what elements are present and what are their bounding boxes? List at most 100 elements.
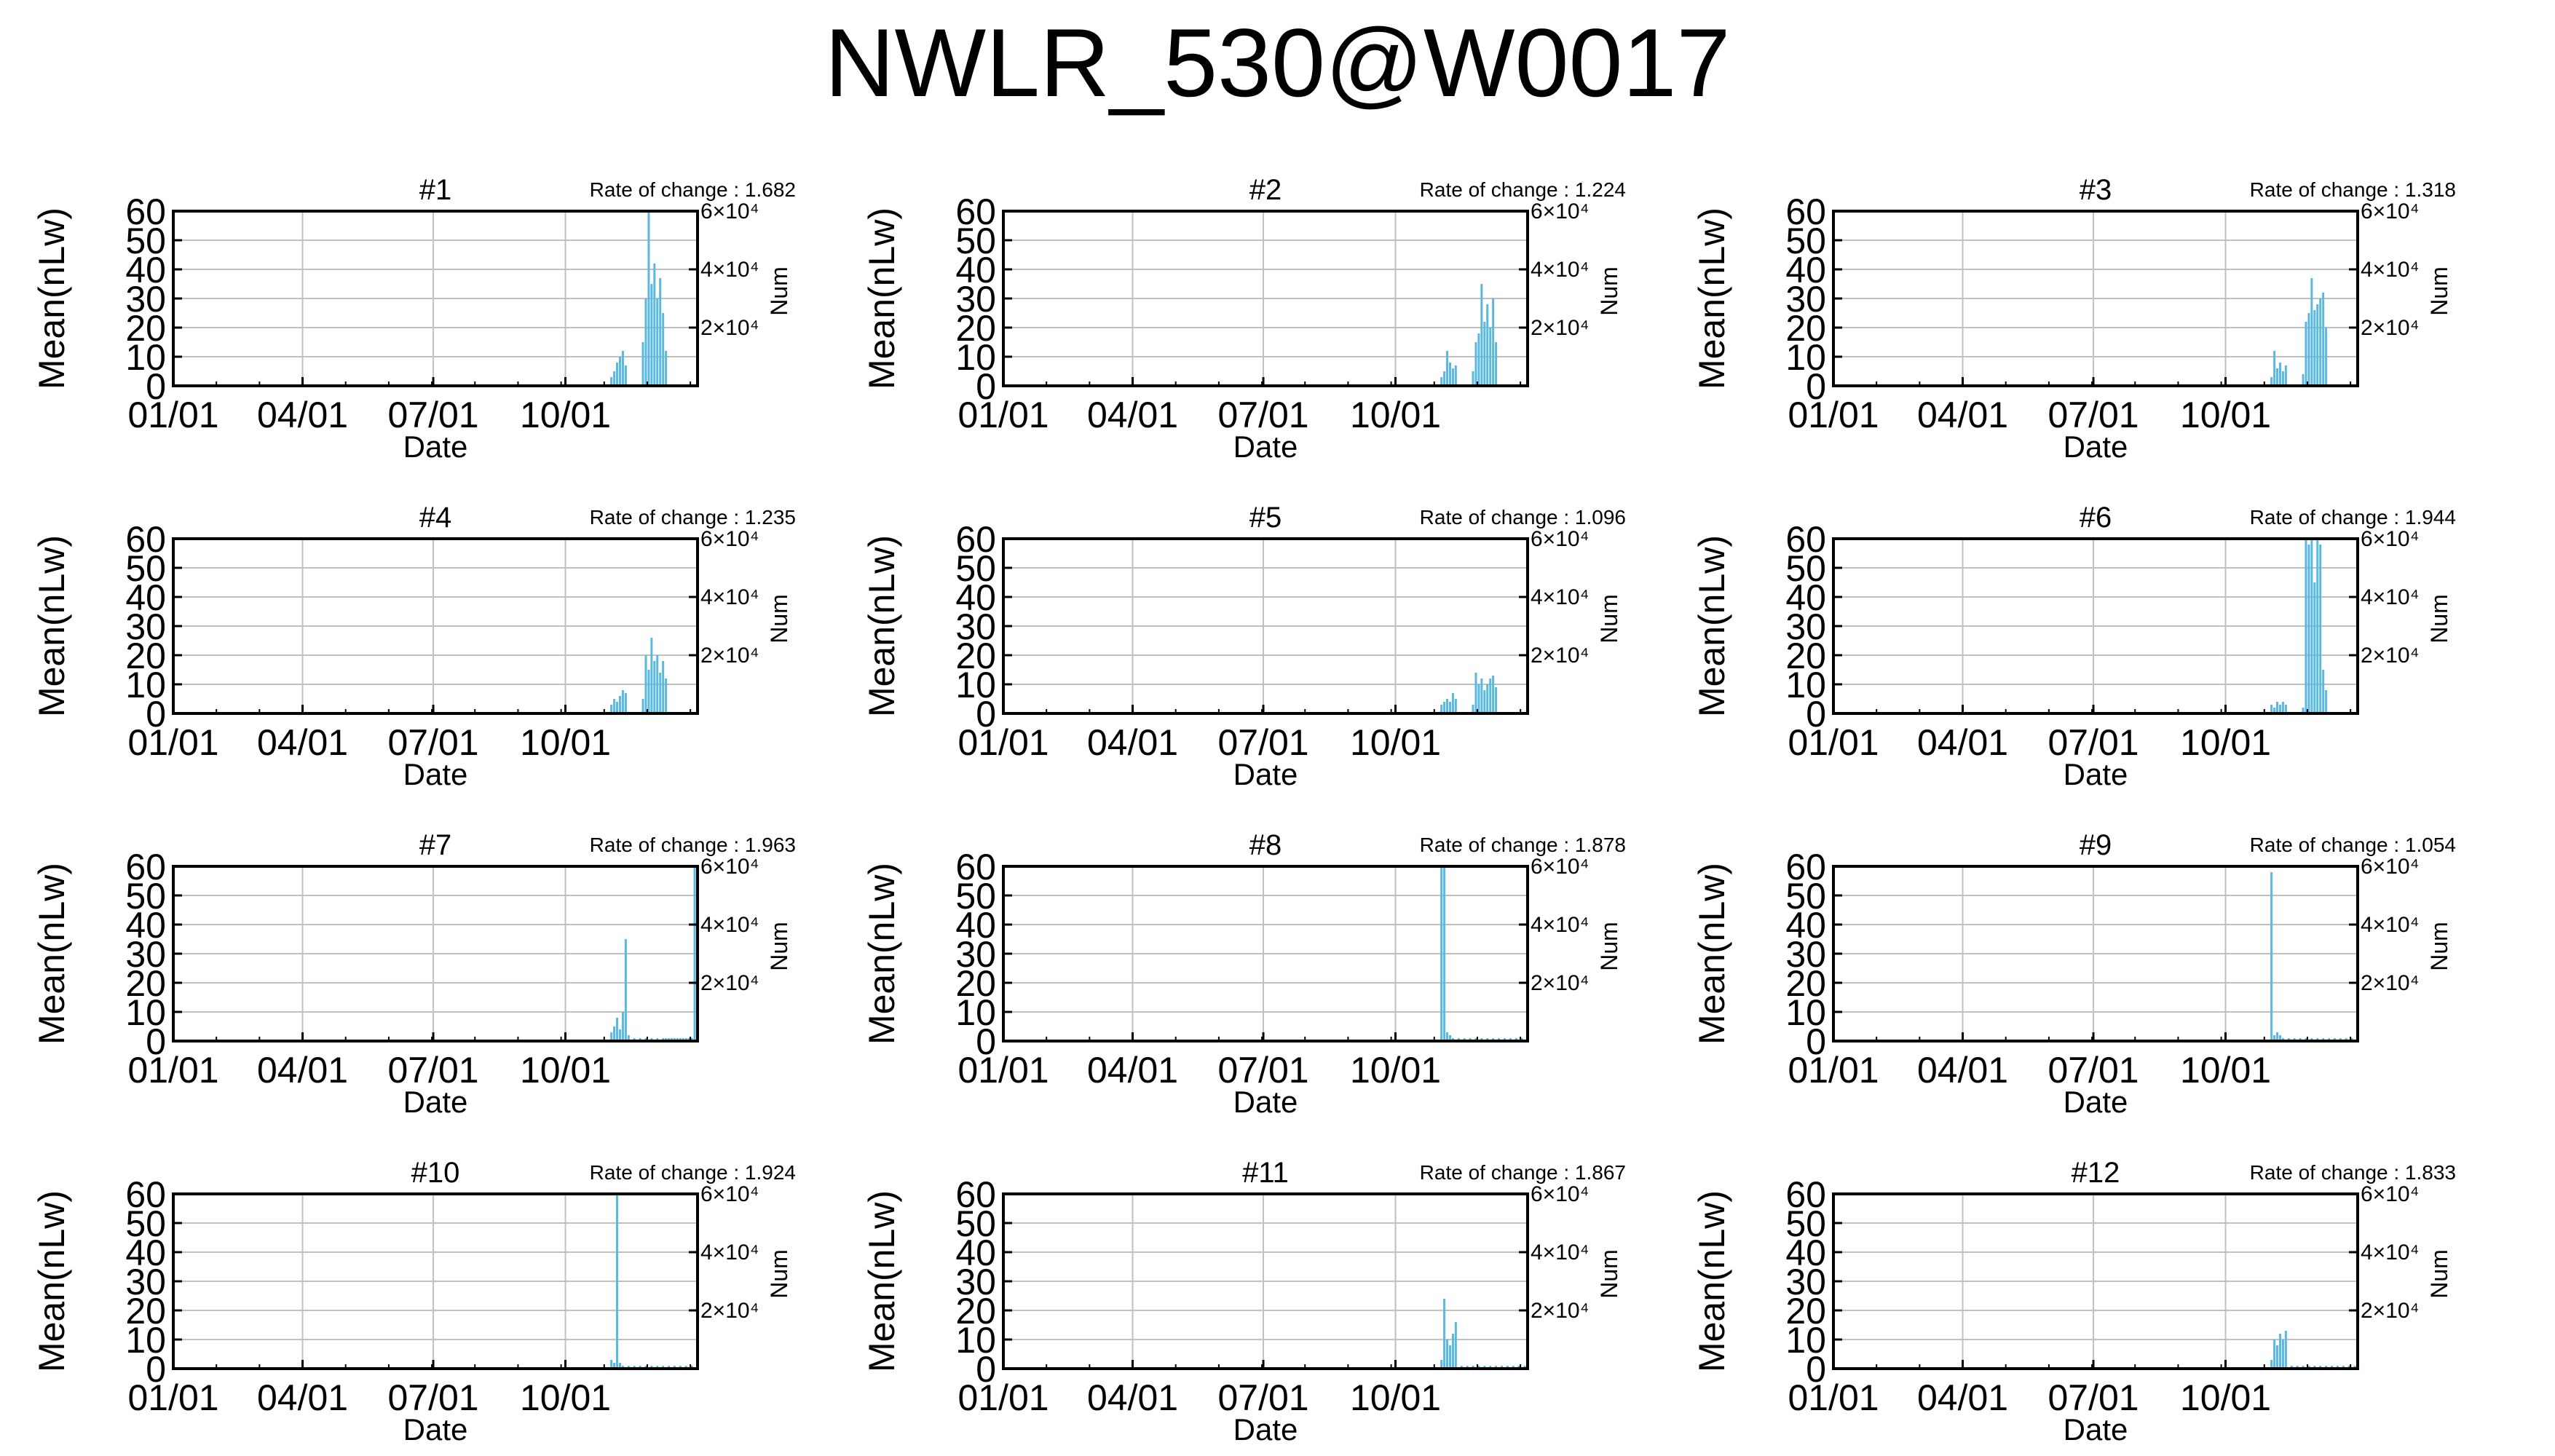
chart-4-rate-of-change: Rate of change : 1.235 [590,506,796,529]
chart-8-x-tick-label: 01/01 [957,1050,1049,1091]
chart-1-y2-tick-label: 4×10⁴ [700,258,759,282]
chart-6-bar [2313,582,2316,713]
chart-5-y-tick-label: 20 [955,636,996,676]
chart-9-y2-axis-label: Num [2426,922,2452,971]
chart-12-bar [2278,1334,2281,1369]
chart-11-y-tick-label: 40 [955,1233,996,1273]
chart-7-rate-of-change: Rate of change : 1.963 [590,834,796,856]
chart-5-bar [1489,678,1492,713]
chart-5-bar [1483,690,1486,713]
chart-11-rate-of-change: Rate of change : 1.867 [1420,1161,1626,1184]
chart-4-y-tick-label: 10 [125,665,166,705]
chart-3-bar [2313,310,2316,386]
chart-5-x-tick-label: 10/01 [1350,722,1441,763]
chart-8-x-tick-label: 07/01 [1217,1050,1308,1091]
chart-4-bar [610,705,613,713]
chart-5-y-tick-label: 50 [955,548,996,589]
chart-6-bar [2307,545,2310,713]
chart-5-x-tick-label: 07/01 [1217,722,1308,763]
chart-12-y-tick-label: 20 [1785,1291,1826,1332]
chart-2-bar [1440,377,1443,386]
chart-5-x-tick-label: 01/01 [957,722,1049,763]
chart-2-y2-tick-label: 2×10⁴ [1531,316,1589,340]
chart-10-y-tick-label: 20 [125,1291,166,1332]
chart-12-bar [2270,1360,2273,1369]
chart-11-y-axis-label: Mean(nLw) [861,1190,902,1372]
chart-2-bar [1443,371,1446,386]
chart-10-y-tick-label: 60 [125,1174,166,1215]
chart-1-rate-of-change: Rate of change : 1.682 [590,178,796,201]
chart-7-y-tick-label: 30 [125,934,166,975]
chart-11-y-tick-label: 60 [955,1174,996,1215]
chart-2-x-tick-label: 04/01 [1087,395,1178,435]
chart-7-bar [693,866,696,1041]
chart-5-title: #5 [1249,502,1282,534]
chart-4-x-tick-label: 10/01 [520,722,611,763]
chart-3-y-tick-label: 40 [1785,250,1826,290]
chart-10-y2-axis-label: Num [766,1249,792,1299]
chart-9-y-tick-label: 30 [1785,934,1826,975]
chart-10-x-tick-label: 01/01 [127,1377,218,1418]
chart-12-y-tick-label: 0 [1806,1349,1826,1390]
chart-1-bar [647,211,650,386]
chart-11-x-tick-label: 10/01 [1350,1377,1441,1418]
chart-1-bar [650,284,653,386]
chart-8-y-axis-label: Mean(nLw) [861,863,902,1045]
chart-5-y-tick-label: 0 [976,694,996,735]
chart-4-y-tick-label: 20 [125,636,166,676]
chart-1-bar [665,351,668,386]
chart-4-bar [613,699,616,713]
chart-2-rate-of-change: Rate of change : 1.224 [1420,178,1626,201]
chart-2-bar [1495,342,1498,386]
chart-5-y-tick-label: 40 [955,577,996,618]
chart-5-bar [1492,676,1495,713]
chart-4-y-axis-label: Mean(nLw) [31,535,72,717]
chart-5-y2-tick-label: 2×10⁴ [1531,644,1589,668]
chart-4-y-tick-label: 40 [125,577,166,618]
chart-7-x-tick-label: 01/01 [127,1050,218,1091]
chart-2-bar [1454,365,1457,386]
chart-4-bar [650,638,653,713]
chart-3-y-tick-label: 60 [1785,191,1826,232]
chart-7-x-tick-label: 04/01 [257,1050,348,1091]
chart-4-y-tick-label: 50 [125,548,166,589]
chart-4-title: #4 [419,502,452,534]
chart-7-bar [618,1029,621,1041]
chart-2-bar [1472,371,1474,386]
chart-9-y-tick-label: 10 [1785,992,1826,1033]
chart-10-y2-tick-label: 6×10⁴ [700,1182,759,1206]
chart-1-y2-axis-label: Num [766,266,792,316]
chart-2-y2-tick-label: 6×10⁴ [1531,199,1589,223]
chart-5-bar [1486,684,1489,713]
chart-8-bar [1443,866,1446,1041]
chart-5-bar [1451,693,1454,713]
chart-5-y-tick-label: 60 [955,519,996,560]
chart-3-x-tick-label: 01/01 [1788,395,1879,435]
chart-3-bar [2325,328,2328,386]
chart-1-bar [644,298,647,386]
chart-6-y-axis-label: Mean(nLw) [1691,535,1732,717]
chart-12-bar [2281,1340,2284,1369]
chart-3-bar [2284,365,2287,386]
chart-11-y-tick-label: 10 [955,1320,996,1361]
chart-8-bar [1446,1032,1449,1041]
chart-1-x-tick-label: 07/01 [387,395,478,435]
chart-1-bar [613,371,616,386]
chart-1-bar [621,351,624,386]
chart-1-bar [659,278,662,386]
chart-6-rate-of-change: Rate of change : 1.944 [2250,506,2456,529]
chart-7-bar [627,1035,630,1041]
chart-7-y2-tick-label: 6×10⁴ [700,855,759,879]
chart-8-y2-tick-label: 2×10⁴ [1531,971,1589,995]
chart-7-y-axis-label: Mean(nLw) [31,863,72,1045]
chart-3-y-tick-label: 0 [1806,366,1826,407]
chart-8-y2-axis-label: Num [1596,922,1622,971]
chart-8-title: #8 [1249,829,1282,861]
chart-2-y-tick-label: 10 [955,337,996,378]
chart-5-y2-tick-label: 4×10⁴ [1531,585,1589,609]
chart-6-bar [2276,702,2279,713]
chart-4-bar [624,693,627,713]
chart-4-y-tick-label: 60 [125,519,166,560]
chart-4-bar [644,655,647,713]
